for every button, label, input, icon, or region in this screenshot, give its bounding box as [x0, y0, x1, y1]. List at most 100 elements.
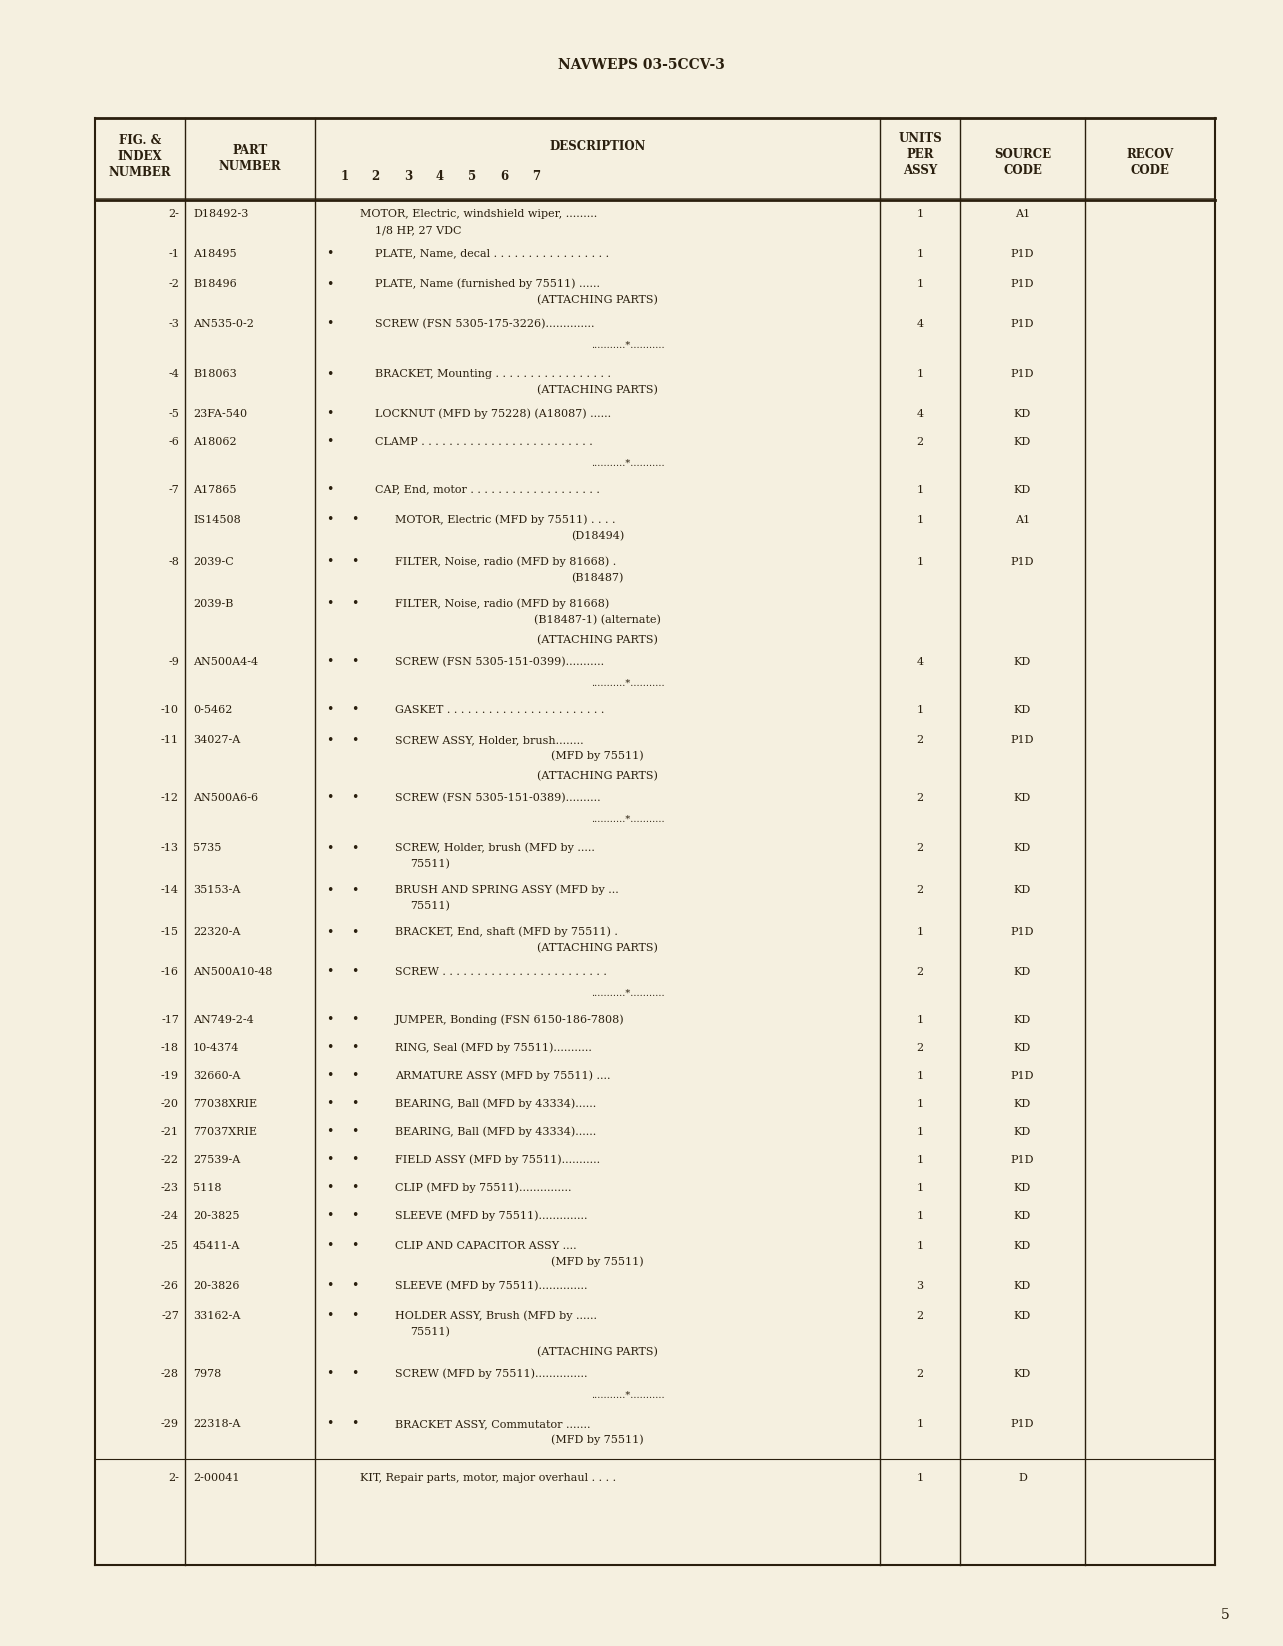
Text: PER: PER	[906, 148, 934, 161]
Text: 3: 3	[916, 1281, 924, 1290]
Text: AN500A6-6: AN500A6-6	[192, 793, 258, 803]
Text: -17: -17	[162, 1014, 180, 1025]
Text: D: D	[1019, 1473, 1026, 1483]
Text: KD: KD	[1014, 843, 1032, 853]
Text: A17865: A17865	[192, 484, 236, 495]
Text: UNITS: UNITS	[898, 132, 942, 145]
Text: NAVWEPS 03-5CCV-3: NAVWEPS 03-5CCV-3	[558, 58, 725, 72]
Text: KD: KD	[1014, 1182, 1032, 1193]
Text: •: •	[326, 1014, 334, 1025]
Text: CODE: CODE	[1003, 163, 1042, 176]
Text: SOURCE: SOURCE	[994, 148, 1051, 161]
Text: 7: 7	[532, 170, 540, 183]
Text: -24: -24	[160, 1211, 180, 1221]
Text: KD: KD	[1014, 1098, 1032, 1109]
Text: •: •	[326, 484, 334, 495]
Text: (MFD by 75511): (MFD by 75511)	[552, 1435, 644, 1445]
Text: RECOV: RECOV	[1126, 148, 1174, 161]
Text: •: •	[326, 792, 334, 805]
Text: FIG. &: FIG. &	[119, 133, 162, 146]
Text: 5: 5	[468, 170, 476, 183]
Text: SCREW ASSY, Holder, brush........: SCREW ASSY, Holder, brush........	[395, 736, 584, 746]
Text: SLEEVE (MFD by 75511)..............: SLEEVE (MFD by 75511)..............	[395, 1281, 588, 1290]
Text: -5: -5	[168, 408, 180, 418]
Text: 4: 4	[916, 408, 924, 418]
Text: ...........*...........: ...........*...........	[590, 989, 665, 997]
Text: •: •	[352, 555, 359, 568]
Text: •: •	[326, 435, 334, 448]
Text: KD: KD	[1014, 1014, 1032, 1025]
Text: •: •	[326, 841, 334, 854]
Text: 77037XRIE: 77037XRIE	[192, 1126, 257, 1137]
Text: •: •	[326, 247, 334, 260]
Text: •: •	[352, 1279, 359, 1292]
Text: B18496: B18496	[192, 280, 237, 290]
Text: 1: 1	[916, 1154, 924, 1165]
Text: •: •	[352, 514, 359, 527]
Text: 1: 1	[916, 1070, 924, 1081]
Text: 22320-A: 22320-A	[192, 927, 240, 937]
Text: •: •	[326, 884, 334, 897]
Text: KD: KD	[1014, 1241, 1032, 1251]
Text: MOTOR, Electric (MFD by 75511) . . . .: MOTOR, Electric (MFD by 75511) . . . .	[395, 515, 616, 525]
Text: AN535-0-2: AN535-0-2	[192, 319, 254, 329]
Text: 2: 2	[916, 1042, 924, 1053]
Text: •: •	[326, 1042, 334, 1053]
Text: GASKET . . . . . . . . . . . . . . . . . . . . . . .: GASKET . . . . . . . . . . . . . . . . .…	[395, 704, 604, 714]
Text: •: •	[326, 1279, 334, 1292]
Text: CODE: CODE	[1130, 163, 1169, 176]
Text: AN749-2-4: AN749-2-4	[192, 1014, 254, 1025]
Text: 10-4374: 10-4374	[192, 1042, 240, 1053]
Text: •: •	[326, 514, 334, 527]
Text: -10: -10	[160, 704, 180, 714]
Text: 45411-A: 45411-A	[192, 1241, 240, 1251]
Text: -4: -4	[168, 369, 180, 379]
Text: KD: KD	[1014, 1042, 1032, 1053]
Text: 1: 1	[916, 704, 924, 714]
Text: •: •	[326, 1310, 334, 1322]
Text: SCREW (FSN 5305-151-0389)..........: SCREW (FSN 5305-151-0389)..........	[395, 792, 600, 803]
Text: 23FA-540: 23FA-540	[192, 408, 248, 418]
Text: BRACKET ASSY, Commutator .......: BRACKET ASSY, Commutator .......	[395, 1419, 590, 1429]
Text: HOLDER ASSY, Brush (MFD by ......: HOLDER ASSY, Brush (MFD by ......	[395, 1310, 597, 1322]
Text: P1D: P1D	[1011, 1154, 1034, 1165]
Text: BRACKET, Mounting . . . . . . . . . . . . . . . . .: BRACKET, Mounting . . . . . . . . . . . …	[375, 369, 611, 379]
Text: -14: -14	[160, 886, 180, 895]
Text: 1: 1	[916, 1419, 924, 1429]
Text: •: •	[352, 703, 359, 716]
Text: 1/8 HP, 27 VDC: 1/8 HP, 27 VDC	[375, 226, 462, 235]
Text: D18492-3: D18492-3	[192, 209, 249, 219]
Text: ASSY: ASSY	[903, 163, 937, 176]
Text: -7: -7	[168, 484, 180, 495]
Text: -27: -27	[162, 1310, 180, 1322]
Text: 34027-A: 34027-A	[192, 736, 240, 746]
Text: -21: -21	[160, 1126, 180, 1137]
Text: 1: 1	[916, 1211, 924, 1221]
Text: •: •	[352, 1182, 359, 1193]
Text: 2039-C: 2039-C	[192, 556, 234, 566]
Text: KD: KD	[1014, 1281, 1032, 1290]
Text: •: •	[352, 734, 359, 747]
Text: 1: 1	[916, 280, 924, 290]
Text: •: •	[326, 1417, 334, 1430]
Text: (ATTACHING PARTS): (ATTACHING PARTS)	[538, 635, 658, 645]
Text: -18: -18	[160, 1042, 180, 1053]
Text: •: •	[326, 703, 334, 716]
Text: •: •	[326, 1098, 334, 1109]
Text: (MFD by 75511): (MFD by 75511)	[552, 1256, 644, 1267]
Text: 5118: 5118	[192, 1182, 222, 1193]
Text: (ATTACHING PARTS): (ATTACHING PARTS)	[538, 943, 658, 953]
Text: -8: -8	[168, 556, 180, 566]
Text: P1D: P1D	[1011, 1419, 1034, 1429]
Text: 1: 1	[916, 484, 924, 495]
Text: AN500A4-4: AN500A4-4	[192, 657, 258, 667]
Text: -3: -3	[168, 319, 180, 329]
Text: 0-5462: 0-5462	[192, 704, 232, 714]
Text: P1D: P1D	[1011, 556, 1034, 566]
Text: IS14508: IS14508	[192, 515, 241, 525]
Text: KD: KD	[1014, 436, 1032, 446]
Text: 2: 2	[916, 843, 924, 853]
Text: SLEEVE (MFD by 75511)..............: SLEEVE (MFD by 75511)..............	[395, 1210, 588, 1221]
Text: MOTOR, Electric, windshield wiper, .........: MOTOR, Electric, windshield wiper, .....…	[361, 209, 598, 219]
Text: •: •	[352, 841, 359, 854]
